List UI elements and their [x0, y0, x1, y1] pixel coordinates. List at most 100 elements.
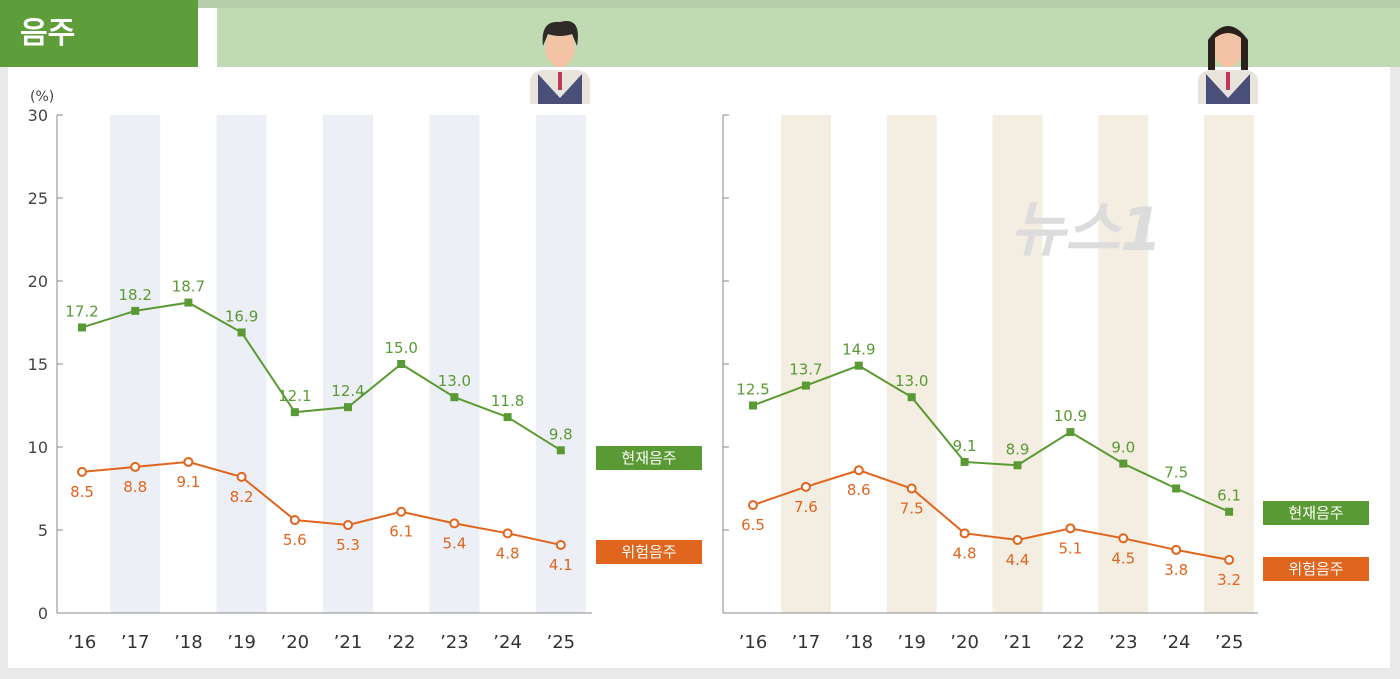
- section-title: 음주: [0, 0, 198, 67]
- legend-risky-male: 위험음주: [596, 540, 702, 564]
- y-tick-label: 15: [28, 355, 48, 374]
- data-point: [1012, 534, 1023, 545]
- data-label: 6.1: [389, 523, 413, 541]
- data-label: 13.7: [789, 361, 822, 379]
- x-tick-label: ’18: [844, 632, 873, 653]
- data-point: [130, 461, 141, 472]
- data-label: 4.8: [953, 544, 977, 562]
- data-point: [237, 328, 246, 337]
- data-point: [959, 528, 970, 539]
- vest: [1206, 74, 1250, 104]
- data-point: [749, 401, 757, 410]
- data-label: 7.5: [1164, 464, 1188, 482]
- data-label: 15.0: [384, 339, 417, 357]
- y-axis-unit: (%): [30, 89, 54, 105]
- data-label: 4.8: [496, 544, 520, 562]
- data-point: [449, 518, 460, 529]
- data-label: 3.8: [1164, 561, 1188, 579]
- data-point: [1065, 523, 1076, 534]
- watermark-logo: 뉴스1: [1010, 195, 1162, 265]
- x-tick-label: ’20: [950, 632, 979, 653]
- data-label: 6.1: [1217, 487, 1241, 505]
- data-point: [748, 500, 758, 511]
- data-point: [183, 456, 194, 467]
- data-point: [801, 381, 810, 390]
- data-label: 17.2: [65, 302, 98, 320]
- data-label: 8.6: [847, 481, 871, 499]
- legend-current-female: 현재음주: [1263, 501, 1369, 525]
- y-tick-label: 20: [28, 272, 48, 291]
- year-band: [1098, 115, 1149, 613]
- data-point: [77, 466, 87, 477]
- vest: [538, 74, 582, 104]
- year-band: [886, 115, 937, 613]
- y-tick-label: 0: [38, 604, 48, 623]
- data-point: [289, 515, 300, 526]
- data-label: 3.2: [1217, 571, 1241, 589]
- data-point: [450, 393, 459, 402]
- x-tick-label: ’22: [1056, 632, 1085, 653]
- year-band: [535, 115, 586, 613]
- data-point: [290, 408, 299, 417]
- data-label: 9.1: [176, 473, 200, 491]
- year-band: [110, 115, 161, 613]
- data-point: [907, 393, 916, 402]
- data-point: [853, 465, 864, 476]
- data-label: 9.0: [1111, 439, 1135, 457]
- data-label: 8.2: [230, 488, 254, 506]
- hair: [542, 21, 578, 46]
- data-label: 12.5: [736, 381, 769, 399]
- x-tick-label: ’20: [280, 632, 309, 653]
- x-tick-label: ’21: [334, 632, 363, 653]
- data-point: [1066, 428, 1075, 437]
- series-line-current: [81, 301, 562, 452]
- x-tick-label: ’21: [1003, 632, 1032, 653]
- data-label: 5.4: [442, 534, 466, 552]
- series-line-risky: [81, 460, 562, 546]
- x-tick-label: ’24: [493, 632, 522, 653]
- data-point: [503, 413, 512, 422]
- legend-current-male: 현재음주: [596, 446, 702, 470]
- data-label: 14.9: [842, 341, 875, 359]
- x-tick-label: ’19: [227, 632, 256, 653]
- data-label: 10.9: [1054, 407, 1087, 425]
- data-point: [344, 403, 352, 412]
- data-label: 5.3: [336, 536, 360, 554]
- data-label: 7.5: [900, 500, 924, 518]
- data-point: [343, 520, 353, 531]
- data-point: [1118, 533, 1129, 544]
- year-band: [1204, 115, 1255, 613]
- x-tick-label: ’18: [174, 632, 203, 653]
- data-point: [1224, 554, 1235, 565]
- data-point: [184, 298, 193, 307]
- data-label: 4.5: [1111, 549, 1135, 567]
- data-point: [854, 361, 863, 370]
- data-point: [1225, 507, 1234, 516]
- data-label: 7.6: [794, 498, 818, 516]
- data-label: 12.1: [278, 387, 311, 405]
- data-point: [556, 446, 565, 455]
- data-label: 16.9: [225, 307, 258, 325]
- data-point: [960, 457, 969, 466]
- data-point: [397, 360, 406, 368]
- data-point: [1013, 461, 1022, 470]
- header-bar: [217, 8, 1400, 67]
- hair: [1208, 26, 1248, 70]
- data-label: 5.6: [283, 531, 307, 549]
- x-tick-label: ’19: [897, 632, 926, 653]
- series-line-current: [752, 364, 1230, 513]
- data-label: 8.5: [70, 483, 94, 501]
- y-tick-label: 10: [28, 438, 48, 457]
- year-band: [780, 115, 831, 613]
- x-tick-label: ’24: [1162, 632, 1191, 653]
- data-label: 8.8: [123, 478, 147, 496]
- legend-risky-female: 위험음주: [1263, 557, 1369, 581]
- data-point: [1171, 544, 1182, 555]
- data-point: [236, 471, 247, 482]
- series-line-risky: [752, 469, 1230, 561]
- data-label: 18.2: [118, 286, 151, 304]
- data-label: 4.4: [1006, 551, 1030, 569]
- data-label: 5.1: [1058, 539, 1082, 557]
- x-tick-label: ’25: [1215, 632, 1244, 653]
